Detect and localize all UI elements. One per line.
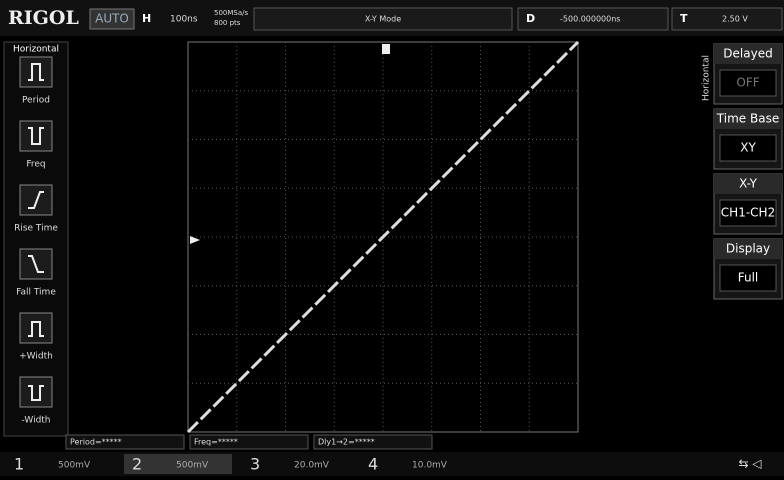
menu-label: Fall Time bbox=[16, 288, 56, 298]
softkey-value-box bbox=[719, 134, 777, 162]
softkey-value: Full bbox=[738, 271, 759, 285]
trigger-level: 2.50 V bbox=[722, 15, 748, 24]
usb-icon: ⇆ ◁ bbox=[738, 457, 761, 471]
softkey-label: Display bbox=[726, 242, 770, 256]
xy-trace bbox=[186, 40, 580, 434]
menu-icon bbox=[28, 255, 44, 273]
menu-label: Period bbox=[22, 96, 50, 106]
delay-marker bbox=[382, 44, 390, 54]
menu-label: Rise Time bbox=[14, 224, 58, 234]
channel-scale: 500mV bbox=[176, 461, 209, 471]
delay-box bbox=[517, 7, 669, 31]
channel-bar bbox=[0, 452, 784, 476]
mode-box bbox=[89, 8, 135, 30]
delay: -500.000000ns bbox=[560, 15, 620, 24]
softkey-label: Delayed bbox=[723, 47, 772, 61]
softkey-label: Time Base bbox=[716, 112, 779, 126]
timebase-label: H bbox=[142, 12, 151, 25]
menu-icon bbox=[28, 191, 44, 209]
measurement: Freq=***** bbox=[194, 438, 238, 447]
menu-label: -Width bbox=[21, 416, 50, 426]
menu-icon bbox=[28, 321, 44, 337]
brand: RIGOL bbox=[8, 7, 79, 29]
channel-number: 1 bbox=[14, 455, 24, 474]
channel-number: 4 bbox=[368, 455, 378, 474]
trigger-box bbox=[671, 7, 783, 31]
softkey-value-box bbox=[719, 69, 777, 97]
softkey-label: X-Y bbox=[739, 177, 758, 191]
right-menu-title: Horizontal bbox=[702, 55, 712, 101]
softkey-header bbox=[714, 239, 782, 259]
timebase: 100ns bbox=[170, 15, 198, 25]
mode-bar bbox=[253, 7, 513, 31]
softkey-value-box bbox=[719, 264, 777, 292]
measurement: Period=***** bbox=[70, 438, 122, 447]
channel-scale: 10.0mV bbox=[412, 461, 448, 471]
menu-button[interactable] bbox=[19, 312, 53, 344]
softkey-value-box bbox=[719, 199, 777, 227]
channel-scale: 500mV bbox=[58, 461, 91, 471]
menu-button[interactable] bbox=[19, 376, 53, 408]
channel-number: 2 bbox=[132, 455, 142, 474]
menu-button[interactable] bbox=[19, 120, 53, 152]
mode: AUTO bbox=[95, 12, 129, 26]
measurement: Dly1→2=***** bbox=[318, 438, 375, 447]
measurement-box bbox=[313, 434, 433, 450]
measurement-box bbox=[189, 434, 309, 450]
points: 800 pts bbox=[214, 19, 241, 27]
channel-highlight bbox=[124, 454, 232, 474]
channel-number: 3 bbox=[250, 455, 260, 474]
menu-label: Freq bbox=[26, 160, 45, 170]
softkey-header bbox=[714, 109, 782, 129]
measurement-box bbox=[65, 434, 185, 450]
trigger-label: T bbox=[680, 12, 688, 25]
softkey-value: OFF bbox=[736, 76, 759, 90]
softkey-value: XY bbox=[740, 141, 756, 155]
menu-icon bbox=[28, 127, 44, 145]
menu-icon bbox=[28, 385, 44, 401]
softkey-value: CH1-CH2 bbox=[721, 206, 775, 220]
softkey-header bbox=[714, 44, 782, 64]
left-menu bbox=[3, 41, 69, 437]
left-menu-title: Horizontal bbox=[13, 45, 59, 55]
menu-icon bbox=[28, 63, 44, 81]
sample-rate: 500MSa/s bbox=[214, 9, 248, 17]
menu-label: +Width bbox=[19, 352, 53, 362]
trigger-marker bbox=[190, 236, 200, 244]
display-mode: X-Y Mode bbox=[365, 15, 401, 24]
channel-scale: 20.0mV bbox=[294, 461, 330, 471]
menu-button[interactable] bbox=[19, 56, 53, 88]
softkey-header bbox=[714, 174, 782, 194]
delay-label: D bbox=[526, 12, 535, 25]
